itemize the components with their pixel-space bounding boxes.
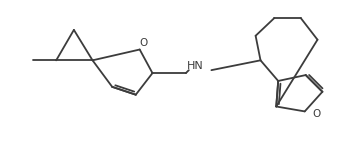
Text: HN: HN: [187, 61, 204, 71]
Text: O: O: [140, 38, 148, 48]
Text: O: O: [313, 109, 321, 119]
